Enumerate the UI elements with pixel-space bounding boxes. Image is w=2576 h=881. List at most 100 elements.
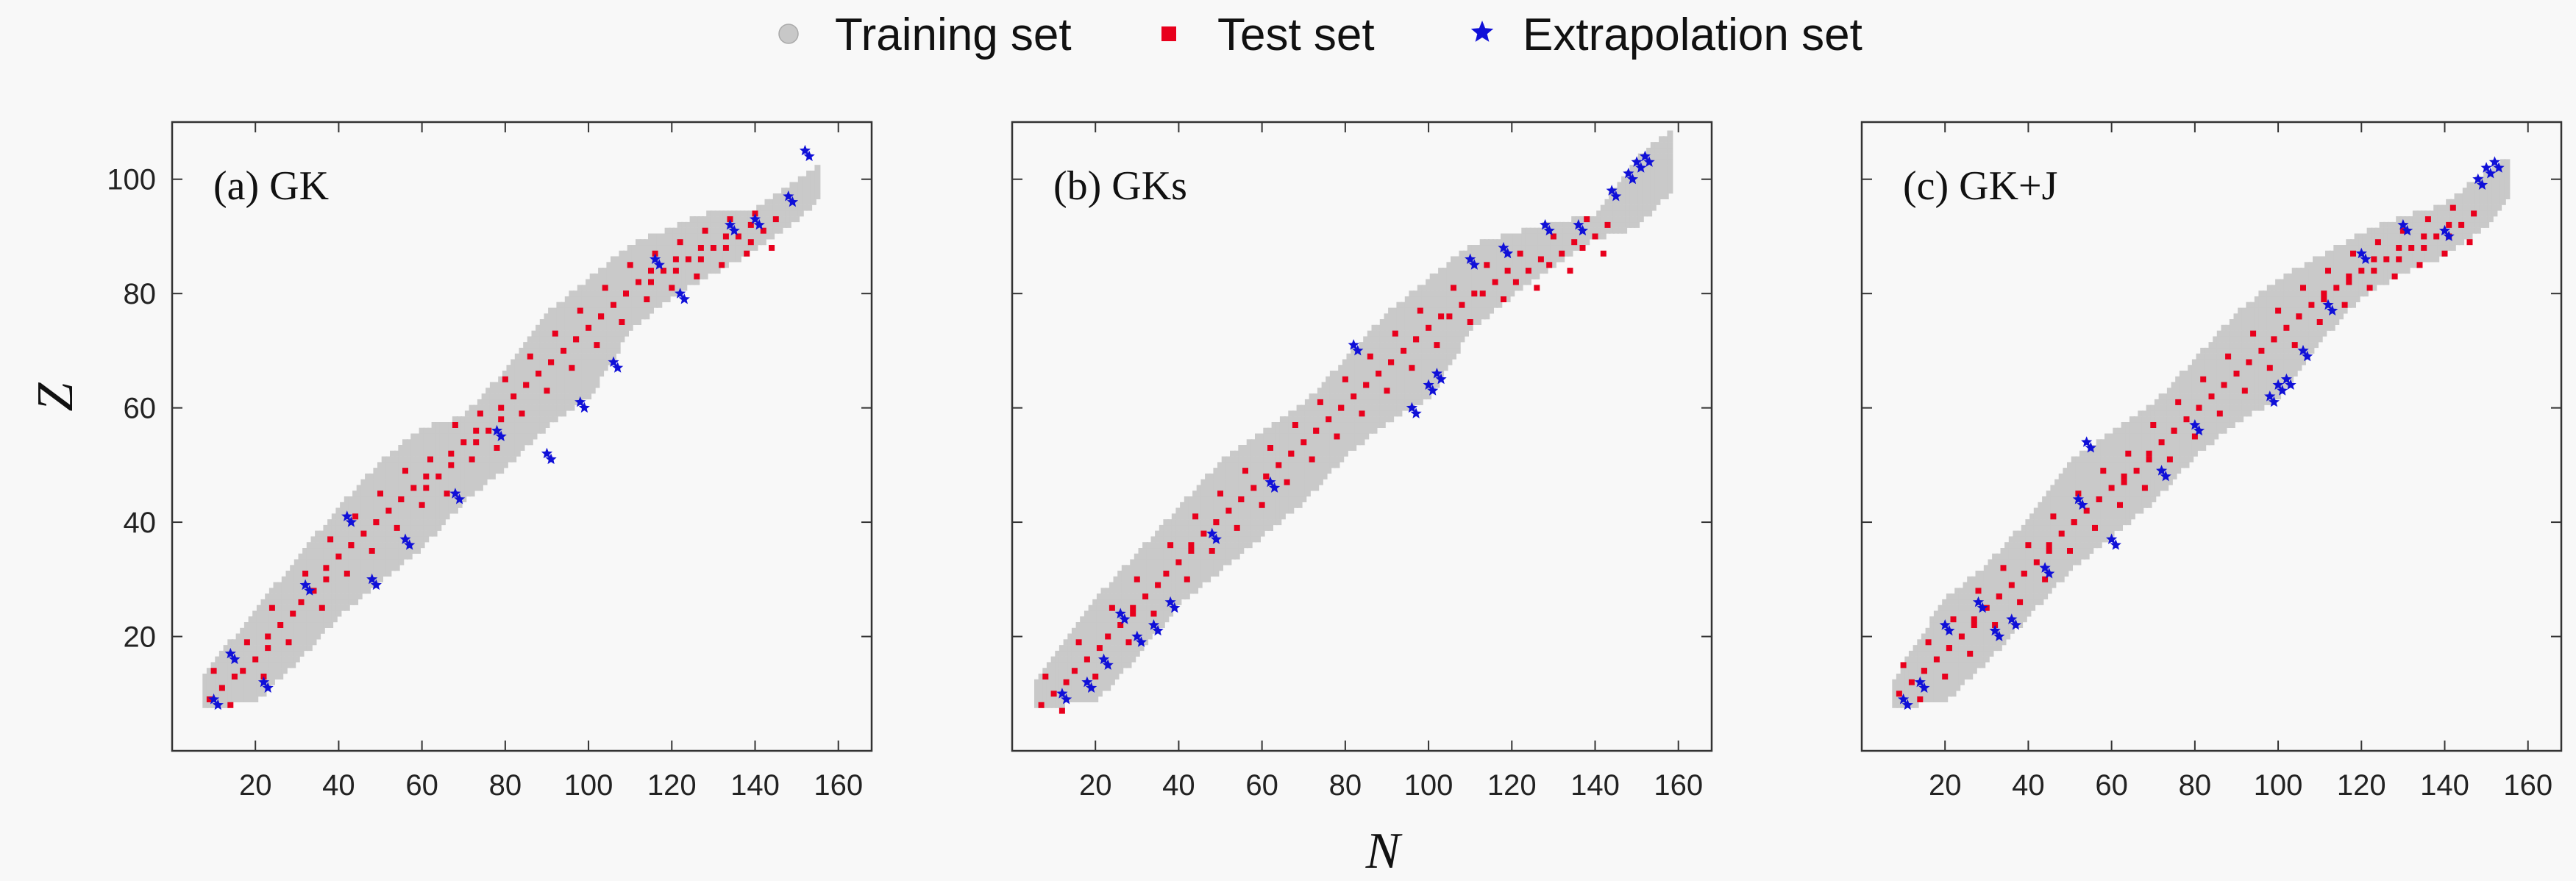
training-point: [1326, 422, 1332, 428]
training-point: [648, 290, 654, 297]
extrapolation-point: [1061, 693, 1072, 705]
training-point: [1417, 353, 1423, 360]
training-point: [1046, 691, 1053, 697]
training-point: [1426, 290, 1432, 297]
training-point: [1146, 627, 1153, 634]
training-point: [331, 530, 338, 537]
training-point: [1067, 645, 1074, 652]
training-point: [1621, 193, 1628, 199]
training-point: [1321, 404, 1328, 411]
training-point: [419, 485, 425, 491]
training-point: [569, 376, 575, 382]
training-point: [1554, 245, 1561, 251]
training-point: [664, 245, 671, 251]
training-point: [1175, 571, 1182, 577]
extrapolation-point: [495, 430, 507, 441]
training-point: [206, 702, 213, 708]
training-point: [1121, 593, 1128, 600]
training-point: [489, 422, 496, 428]
training-point: [769, 210, 775, 217]
training-point: [611, 268, 616, 274]
test-point: [1604, 221, 1611, 228]
training-point: [460, 416, 467, 423]
training-point: [1196, 519, 1203, 526]
training-point: [285, 610, 292, 617]
extrapolation-point: [1114, 607, 1126, 618]
training-point: [1662, 136, 1669, 143]
training-point: [1479, 296, 1486, 302]
training-point: [381, 542, 388, 549]
training-point: [256, 639, 263, 646]
training-point: [556, 302, 563, 308]
extrapolation-point: [1639, 150, 1651, 162]
test-point: [402, 468, 408, 474]
training-point: [502, 462, 508, 468]
training-point: [764, 233, 771, 240]
training-point: [1255, 485, 1261, 491]
training-point: [1637, 182, 1644, 188]
training-point: [536, 359, 542, 365]
training-point: [390, 548, 396, 554]
training-point: [781, 216, 788, 223]
training-point: [586, 342, 592, 349]
training-point: [1421, 382, 1428, 388]
training-point: [794, 182, 800, 188]
test-point: [327, 536, 334, 543]
training-point: [1213, 548, 1220, 554]
training-point: [1100, 633, 1107, 640]
training-point: [502, 388, 508, 394]
training-point: [356, 485, 363, 491]
training-point: [202, 679, 209, 685]
training-point: [677, 262, 683, 268]
training-point: [1046, 679, 1053, 685]
x-tick-label: 160: [2503, 769, 2552, 802]
training-point: [544, 404, 550, 411]
training-point: [781, 193, 788, 199]
training-point: [373, 496, 380, 502]
training-point: [460, 462, 467, 468]
training-point: [352, 530, 359, 537]
training-point: [310, 582, 317, 588]
training-point: [1159, 524, 1165, 531]
training-point: [594, 353, 600, 360]
training-point: [402, 485, 408, 491]
training-point: [548, 342, 555, 349]
training-point: [260, 691, 267, 697]
training-point: [1346, 353, 1353, 360]
test-point: [552, 330, 558, 337]
training-point: [1138, 582, 1145, 588]
training-point: [1401, 342, 1407, 349]
training-point: [556, 330, 563, 337]
training-point: [1125, 576, 1132, 582]
training-point: [1363, 342, 1370, 349]
training-point: [1246, 536, 1253, 543]
training-point: [419, 491, 425, 497]
training-point: [672, 250, 679, 257]
training-point: [398, 519, 405, 526]
training-point: [1446, 342, 1453, 349]
training-point: [1217, 502, 1223, 508]
training-point: [1421, 302, 1428, 308]
training-point: [636, 250, 641, 257]
training-point: [1392, 365, 1398, 371]
training-point: [1221, 456, 1228, 463]
training-point: [243, 674, 250, 680]
training-point: [1163, 553, 1170, 560]
training-point: [1342, 388, 1348, 394]
training-point: [1250, 450, 1257, 457]
panel-title: (a) GK: [213, 163, 329, 209]
training-point: [548, 371, 555, 377]
training-point: [281, 633, 288, 640]
training-point: [1221, 462, 1228, 468]
training-point: [1326, 456, 1332, 463]
training-point: [727, 250, 733, 257]
training-point: [606, 324, 613, 331]
training-point: [293, 571, 300, 577]
training-point: [252, 691, 259, 697]
training-point: [1275, 496, 1282, 502]
training-point: [689, 268, 696, 274]
training-point: [1055, 685, 1061, 691]
training-point: [611, 262, 616, 268]
training-point: [564, 324, 571, 331]
